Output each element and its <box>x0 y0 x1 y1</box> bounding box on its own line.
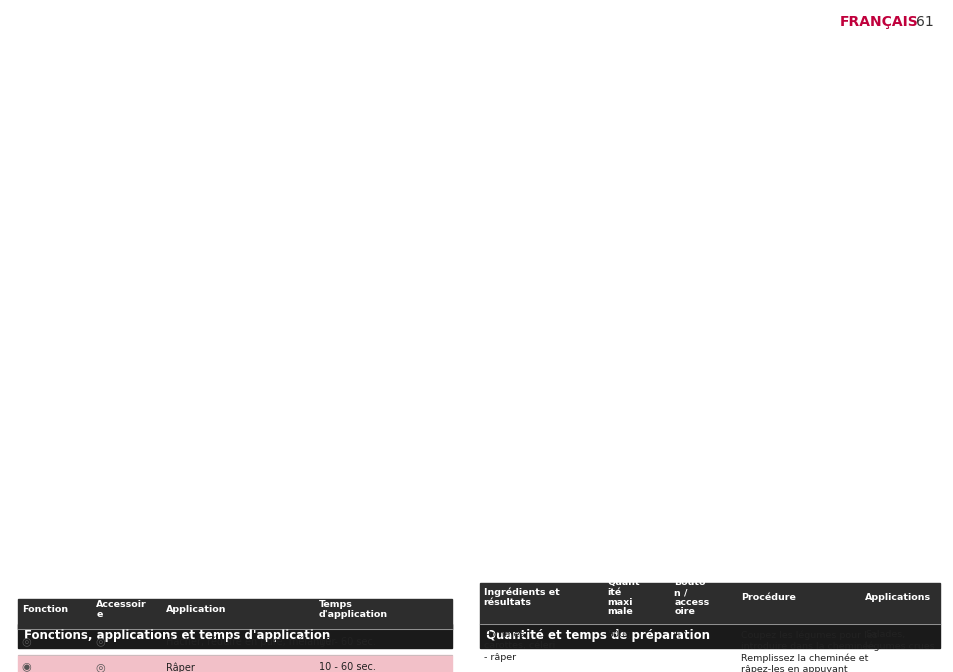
Text: Procédure: Procédure <box>740 593 796 602</box>
Text: Fonction: Fonction <box>22 605 68 614</box>
Bar <box>479 624 939 672</box>
Text: Ingrédients et
résultats: Ingrédients et résultats <box>483 588 558 607</box>
Text: Quant
ité
maxi
male: Quant ité maxi male <box>607 579 639 616</box>
Text: 10 - 60 sec.: 10 - 60 sec. <box>318 637 375 646</box>
Text: Applications: Applications <box>864 593 930 602</box>
Text: ◎: ◎ <box>95 663 105 672</box>
Text: 500g: 500g <box>607 630 631 639</box>
Text: Bouto
n /
access
oire: Bouto n / access oire <box>674 579 709 616</box>
Text: Coupez les légumes pour les
introduire dans la cheminée.
Remplissez la cheminée : Coupez les légumes pour les introduire d… <box>740 630 877 672</box>
Bar <box>479 583 939 624</box>
Text: Ⓙ / Ⓘ: Ⓙ / Ⓘ <box>674 630 695 639</box>
Text: 61: 61 <box>915 15 933 29</box>
Text: Quantité et temps de préparation: Quantité et temps de préparation <box>485 629 709 642</box>
Text: Salades,
légumes crues: Salades, légumes crues <box>864 630 934 651</box>
Text: Fonctions, applications et temps d'application: Fonctions, applications et temps d'appli… <box>24 629 330 642</box>
Bar <box>18 599 452 629</box>
Text: Accessoir
e: Accessoir e <box>96 600 147 620</box>
Text: Temps
d'application: Temps d'application <box>318 600 387 620</box>
Text: FRANÇAIS: FRANÇAIS <box>839 15 918 29</box>
Text: Pommes,
carottes, céleri
- râper: Pommes, carottes, céleri - râper <box>483 630 555 661</box>
Bar <box>479 624 939 648</box>
Bar <box>18 655 452 672</box>
Text: ◎: ◎ <box>21 637 30 646</box>
Bar <box>18 624 452 648</box>
Text: Râper: Râper <box>166 662 194 672</box>
Text: ◉: ◉ <box>21 663 30 672</box>
Text: Application: Application <box>166 605 226 614</box>
Text: 10 - 60 sec.: 10 - 60 sec. <box>318 663 375 672</box>
Bar <box>18 629 452 655</box>
Text: ◎: ◎ <box>95 637 105 646</box>
Text: Hacher, réduire en puré, mélanger: Hacher, réduire en puré, mélanger <box>166 636 335 647</box>
